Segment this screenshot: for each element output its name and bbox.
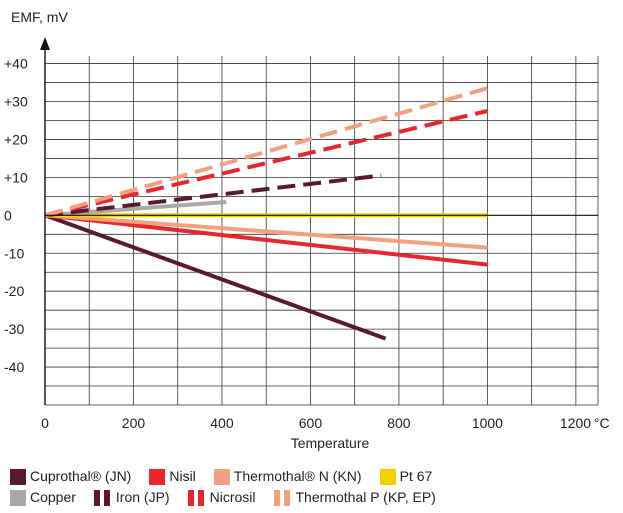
x-tick-label: 800 [387, 415, 411, 431]
legend-label: Iron (JP) [115, 489, 170, 505]
legend-swatch [10, 468, 26, 485]
legend: Cuprothal® (JN) Nisil Thermothal® N (KN) Pt… [10, 466, 620, 508]
legend-swatch [273, 489, 292, 506]
legend-item: Pt 67 [379, 466, 433, 487]
legend-swatch [379, 468, 396, 485]
x-tick-label: 600 [299, 415, 323, 431]
legend-item: Thermothal P (KP, EP) [273, 487, 436, 508]
legend-item: Cuprothal® (JN) [10, 466, 131, 487]
legend-item: Nicrosil [187, 487, 256, 508]
legend-swatch [187, 489, 206, 506]
legend-row: Copper Iron (JP) Nicrosil Thermothal P (KP,… [10, 487, 620, 508]
legend-label: Pt 67 [399, 468, 433, 484]
chart-plot: +40 +30 +20 +10 0 -10 -20 -30 -40 0 200 400 600 800 10… [4, 9, 610, 451]
y-tick-label: +20 [4, 131, 28, 147]
legend-item: Thermothal® N (KN) [213, 466, 362, 487]
axes [40, 37, 598, 405]
grid [45, 56, 599, 406]
x-tick-label: 400 [210, 415, 234, 431]
legend-swatch [213, 468, 230, 485]
legend-swatch [10, 489, 26, 506]
legend-swatch [93, 489, 112, 506]
y-axis-title: EMF, mV [11, 9, 68, 25]
x-unit-suffix: °C [594, 415, 610, 431]
x-tick-label: 1200 [560, 415, 591, 431]
legend-label: Copper [30, 489, 76, 505]
x-tick-label: 0 [41, 415, 49, 431]
x-tick-label: 200 [122, 415, 146, 431]
legend-label: Cuprothal® (JN) [30, 468, 132, 484]
y-tick-label: +10 [4, 169, 28, 185]
y-tick-label: -30 [4, 321, 24, 337]
legend-label: Thermothal® N (KN) [233, 468, 362, 484]
series-line-1 [44, 213, 488, 267]
y-axis-arrow [40, 37, 50, 50]
legend-item: Nisil [149, 466, 196, 487]
legend-label: Thermothal P (KP, EP) [295, 489, 436, 505]
x-tick-label: 1000 [472, 415, 503, 431]
x-axis-title: Temperature [291, 435, 370, 451]
legend-label: Nicrosil [209, 489, 256, 505]
series-line-0 [44, 213, 387, 341]
legend-swatch [149, 468, 166, 485]
legend-item: Iron (JP) [93, 487, 170, 508]
y-tick-label: +40 [4, 56, 28, 72]
y-tick-label: -20 [4, 283, 24, 299]
legend-item: Copper [10, 487, 76, 508]
legend-label: Nisil [169, 468, 196, 484]
legend-row: Cuprothal® (JN) Nisil Thermothal® N (KN) Pt… [10, 466, 620, 487]
y-tick-label: +30 [4, 94, 28, 110]
series-line-5 [44, 173, 382, 218]
y-tick-label: -40 [4, 359, 24, 375]
y-tick-label: -10 [4, 245, 24, 261]
tick-labels: +40 +30 +20 +10 0 -10 -20 -30 -40 0 200 400 600 800 10… [4, 9, 610, 451]
series-line-2 [44, 213, 488, 250]
y-tick-label: 0 [4, 207, 12, 223]
series-line-6 [44, 109, 488, 218]
